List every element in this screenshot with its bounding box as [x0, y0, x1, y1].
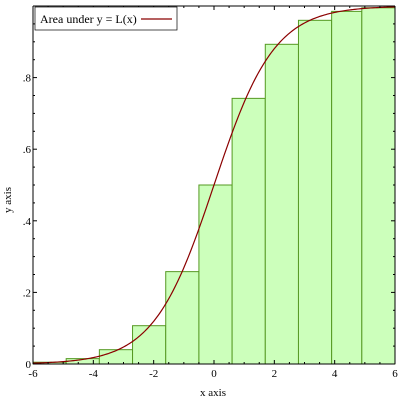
bar-7 [264, 43, 299, 365]
legend: Area under y = L(x) [34, 6, 178, 31]
x-axis-label: x axis [200, 387, 226, 399]
bar-6 [231, 97, 266, 365]
y-tick-label: .2 [23, 287, 31, 299]
x-tick-label: 0 [211, 368, 217, 380]
legend-box [34, 6, 178, 31]
series-line-logistic [32, 6, 396, 364]
y-tick-label: .6 [23, 144, 32, 156]
bar-5 [198, 184, 233, 365]
legend-label: Area under y = L(x) [40, 12, 137, 26]
bar-9 [331, 10, 363, 365]
x-tick-label: 2 [272, 368, 278, 380]
bar-4 [165, 271, 200, 365]
bar-10 [361, 7, 396, 365]
y-tick-label: 0 [26, 359, 32, 371]
y-ticks: 0 .2 .4 .6 .8 [23, 5, 395, 371]
x-tick-label: 6 [392, 368, 398, 380]
x-tick-label: -4 [89, 368, 99, 380]
x-tick-label: -6 [28, 368, 38, 380]
y-axis-label: y axis [2, 187, 14, 213]
bars-group [32, 7, 396, 365]
bar-2 [98, 349, 134, 365]
bar-3 [132, 325, 167, 365]
bar-8 [297, 19, 333, 365]
y-tick-label: .8 [23, 73, 32, 85]
y-tick-label: .4 [23, 216, 32, 228]
x-tick-label: -2 [149, 368, 158, 380]
x-tick-label: 4 [332, 368, 338, 380]
x-ticks: -6 -4 -2 0 2 4 6 [28, 6, 398, 380]
